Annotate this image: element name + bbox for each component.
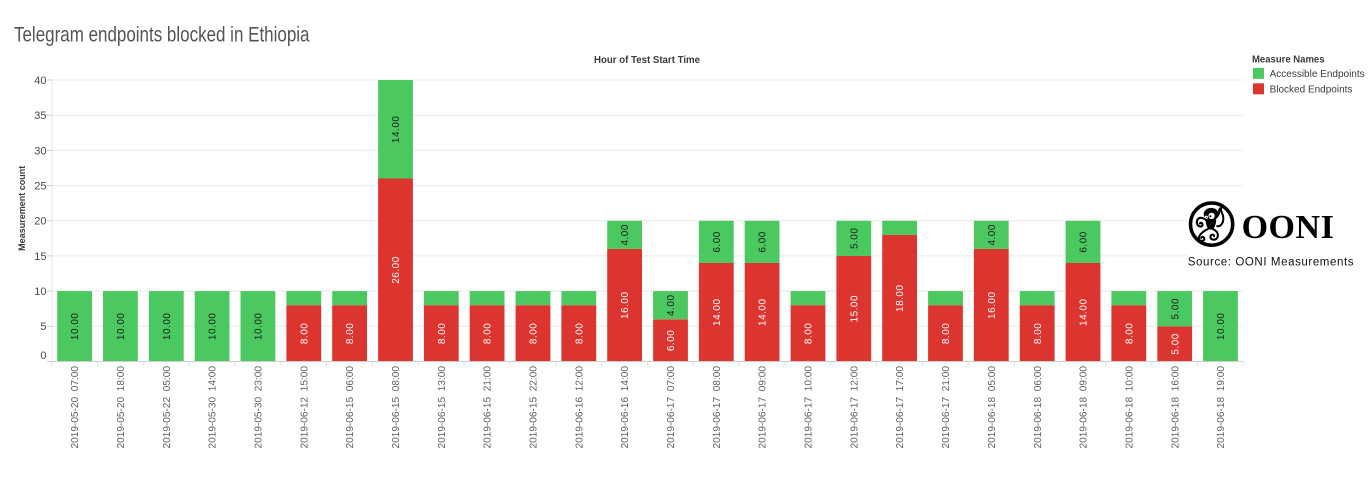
svg-text:35: 35 [34,110,46,122]
svg-text:Hour of Test Start Time: Hour of Test Start Time [594,54,700,66]
svg-text:8.00: 8.00 [483,323,494,344]
svg-text:16.00: 16.00 [987,291,998,319]
svg-text:2019-06-15 13:00: 2019-06-15 13:00 [437,366,448,449]
svg-text:14.00: 14.00 [391,116,402,144]
svg-text:Source: OONI Measurements: Source: OONI Measurements [1188,257,1354,269]
svg-text:Measure Names: Measure Names [1252,55,1325,66]
svg-text:4.00: 4.00 [620,224,631,245]
svg-text:2019-06-16 12:00: 2019-06-16 12:00 [574,366,585,449]
svg-text:2019-06-17 10:00: 2019-06-17 10:00 [804,366,815,449]
svg-text:8.00: 8.00 [1124,323,1135,344]
svg-text:16.00: 16.00 [620,291,631,319]
svg-text:2019-06-18 19:00: 2019-06-18 19:00 [1216,366,1227,449]
svg-text:8.00: 8.00 [529,323,540,344]
svg-text:2019-06-15 08:00: 2019-06-15 08:00 [391,366,402,449]
svg-text:2019-06-18 05:00: 2019-06-18 05:00 [987,366,998,449]
svg-text:5: 5 [40,321,46,333]
svg-text:14.00: 14.00 [1079,298,1090,326]
svg-text:18.00: 18.00 [895,284,906,312]
svg-text:2019-05-22 05:00: 2019-05-22 05:00 [162,366,173,449]
svg-text:4.00: 4.00 [666,294,677,315]
svg-text:2019-06-15 21:00: 2019-06-15 21:00 [483,366,494,449]
svg-text:10.00: 10.00 [208,313,219,341]
svg-text:2019-06-17 07:00: 2019-06-17 07:00 [666,366,677,449]
svg-text:10.00: 10.00 [116,313,127,341]
svg-text:6.00: 6.00 [666,330,677,351]
svg-text:20: 20 [34,216,46,228]
svg-text:2019-06-18 09:00: 2019-06-18 09:00 [1079,366,1090,449]
svg-text:5.00: 5.00 [1170,298,1181,319]
svg-text:8.00: 8.00 [437,323,448,344]
svg-text:8.00: 8.00 [1033,323,1044,344]
svg-text:40: 40 [34,75,46,87]
svg-text:10: 10 [34,286,46,298]
svg-text:10.00: 10.00 [1216,313,1227,341]
svg-text:10.00: 10.00 [162,313,173,341]
svg-text:10.00: 10.00 [254,313,265,341]
svg-text:2019-06-18 06:00: 2019-06-18 06:00 [1033,366,1044,449]
svg-text:5.00: 5.00 [1170,333,1181,354]
svg-text:10.00: 10.00 [70,313,81,341]
svg-text:8.00: 8.00 [299,323,310,344]
svg-text:Accessible Endpoints: Accessible Endpoints [1270,69,1365,80]
svg-text:2019-06-15 22:00: 2019-06-15 22:00 [529,366,540,449]
svg-text:15: 15 [34,251,46,263]
svg-text:6.00: 6.00 [712,231,723,252]
svg-text:2019-06-17 12:00: 2019-06-17 12:00 [849,366,860,449]
svg-text:2019-06-17 21:00: 2019-06-17 21:00 [941,366,952,449]
svg-text:14.00: 14.00 [712,298,723,326]
svg-text:Blocked Endpoints: Blocked Endpoints [1270,85,1353,96]
svg-text:0: 0 [40,350,46,362]
svg-text:8.00: 8.00 [941,323,952,344]
svg-text:6.00: 6.00 [758,231,769,252]
svg-text:2019-05-30 23:00: 2019-05-30 23:00 [254,366,265,449]
svg-text:6.00: 6.00 [1079,231,1090,252]
svg-text:2019-05-30 14:00: 2019-05-30 14:00 [208,366,219,449]
svg-text:2019-06-17 08:00: 2019-06-17 08:00 [712,366,723,449]
svg-text:2019-06-18 16:00: 2019-06-18 16:00 [1170,366,1181,449]
svg-text:2019-06-16 14:00: 2019-06-16 14:00 [620,366,631,449]
svg-text:Telegram endpoints blocked in: Telegram endpoints blocked in Ethiopia [14,24,310,47]
svg-text:8.00: 8.00 [804,323,815,344]
svg-text:26.00: 26.00 [391,256,402,284]
svg-text:2019-06-15 06:00: 2019-06-15 06:00 [345,366,356,449]
svg-text:2019-06-17 17:00: 2019-06-17 17:00 [895,366,906,449]
svg-text:2019-05-20 18:00: 2019-05-20 18:00 [116,366,127,449]
svg-text:8.00: 8.00 [574,323,585,344]
svg-text:8.00: 8.00 [345,323,356,344]
svg-text:2019-06-17 09:00: 2019-06-17 09:00 [758,366,769,449]
svg-text:30: 30 [34,145,46,157]
svg-text:OONI: OONI [1242,209,1334,246]
svg-text:2019-05-20 07:00: 2019-05-20 07:00 [70,366,81,449]
svg-text:4.00: 4.00 [987,224,998,245]
svg-text:14.00: 14.00 [758,298,769,326]
svg-text:15.00: 15.00 [849,295,860,323]
svg-text:Measurement count: Measurement count [17,166,27,251]
svg-text:25: 25 [34,181,46,193]
svg-text:2019-06-18 10:00: 2019-06-18 10:00 [1124,366,1135,449]
svg-text:2019-06-12 15:00: 2019-06-12 15:00 [299,366,310,449]
svg-text:5.00: 5.00 [849,228,860,249]
